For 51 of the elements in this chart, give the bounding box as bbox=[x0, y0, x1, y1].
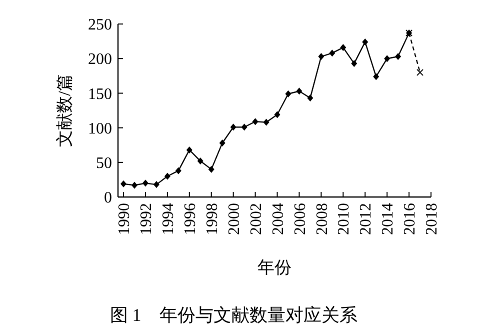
point bbox=[274, 111, 280, 118]
point bbox=[252, 118, 258, 126]
x-tick-label: 2006 bbox=[292, 203, 309, 235]
x-tick-label: 2014 bbox=[380, 203, 397, 235]
point bbox=[416, 68, 424, 76]
point bbox=[197, 158, 204, 165]
point bbox=[131, 182, 138, 189]
x-tick-label: 2000 bbox=[226, 203, 243, 235]
x-tick-label: 2008 bbox=[314, 203, 331, 235]
point bbox=[285, 90, 292, 98]
point bbox=[296, 88, 302, 95]
point bbox=[164, 172, 170, 180]
point bbox=[340, 44, 346, 52]
y-axis-title: 文献数/篇 bbox=[55, 74, 74, 147]
text: 图 1 年份与文献数量对应关系 bbox=[110, 305, 358, 325]
x-tick-label: 2012 bbox=[358, 203, 375, 235]
point bbox=[362, 38, 368, 46]
point bbox=[208, 166, 214, 173]
x-tick-label: 1990 bbox=[116, 203, 134, 235]
point bbox=[120, 180, 126, 188]
point bbox=[329, 50, 336, 57]
x-tick-label: 2004 bbox=[270, 203, 287, 235]
x-tick-label: 1998 bbox=[204, 203, 221, 235]
x-tick-label: 2010 bbox=[336, 203, 353, 235]
y-tick-label: 100 bbox=[88, 120, 112, 138]
x-axis-title: 年份 bbox=[258, 258, 292, 277]
y-tick-label: 150 bbox=[88, 86, 112, 103]
point bbox=[230, 124, 236, 131]
point bbox=[395, 53, 402, 60]
point bbox=[153, 181, 160, 188]
y-tick-label: 0 bbox=[104, 190, 112, 207]
point bbox=[175, 167, 182, 174]
point bbox=[186, 146, 192, 154]
x-tick-label: 2018 bbox=[424, 203, 441, 235]
x-tick-label: 2002 bbox=[248, 203, 265, 235]
point bbox=[384, 55, 390, 62]
x-tick-label: 1992 bbox=[138, 203, 156, 235]
point bbox=[307, 94, 314, 102]
point bbox=[373, 73, 380, 80]
y-tick-label: 250 bbox=[88, 16, 112, 34]
x-tick-label: 2016 bbox=[402, 203, 419, 235]
point bbox=[351, 60, 358, 67]
y-tick-label: 200 bbox=[88, 51, 112, 68]
point bbox=[241, 124, 248, 131]
point bbox=[318, 53, 324, 60]
point bbox=[219, 140, 226, 147]
point bbox=[263, 118, 270, 126]
x-tick-label: 1996 bbox=[182, 203, 199, 235]
y-tick-label: 50 bbox=[96, 155, 112, 172]
point bbox=[142, 180, 148, 187]
x-tick-label: 1994 bbox=[160, 203, 178, 235]
